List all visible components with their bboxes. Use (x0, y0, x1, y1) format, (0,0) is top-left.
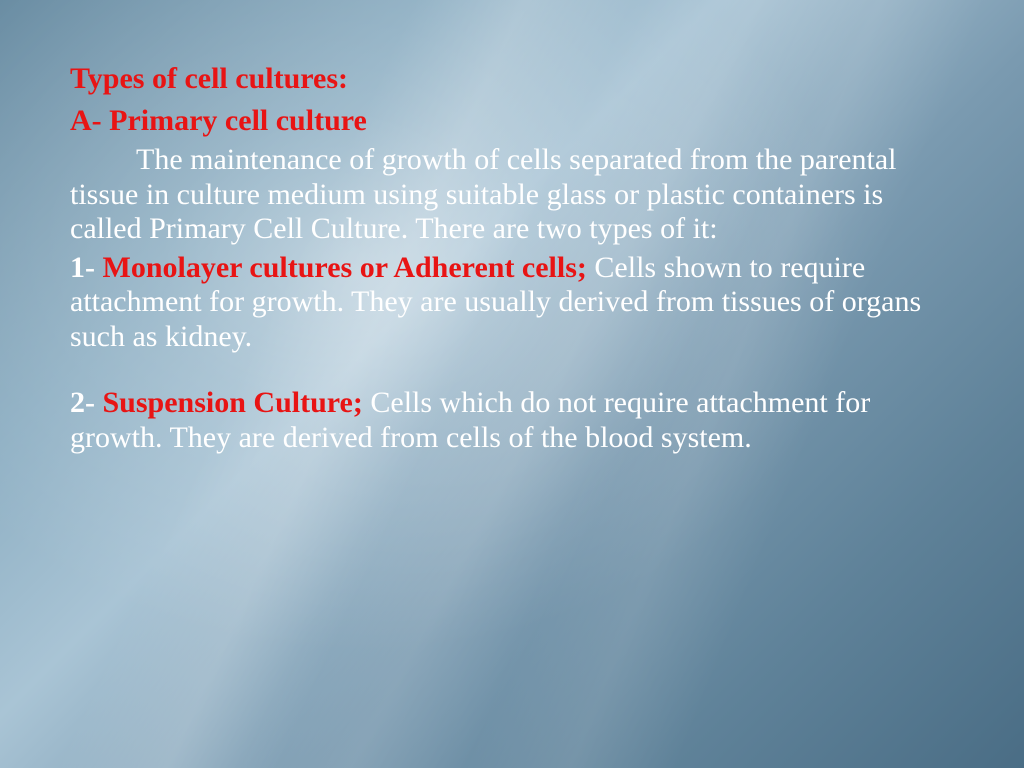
item-label: Suspension Culture; (103, 386, 363, 419)
slide-heading: Types of cell cultures: (70, 60, 954, 98)
list-item: 2- Suspension Culture; Cells which do no… (70, 386, 950, 455)
item-label: Monolayer cultures or Adherent cells; (103, 251, 587, 284)
item-number: 2- (70, 386, 103, 419)
intro-paragraph: The maintenance of growth of cells separ… (70, 143, 950, 247)
list-item: 1- Monolayer cultures or Adherent cells;… (70, 251, 950, 355)
spacer (70, 358, 954, 386)
intro-text: The maintenance of growth of cells separ… (70, 143, 897, 245)
item-number: 1- (70, 251, 103, 284)
slide-subheading: A- Primary cell culture (70, 102, 954, 140)
slide: Types of cell cultures: A- Primary cell … (0, 0, 1024, 768)
